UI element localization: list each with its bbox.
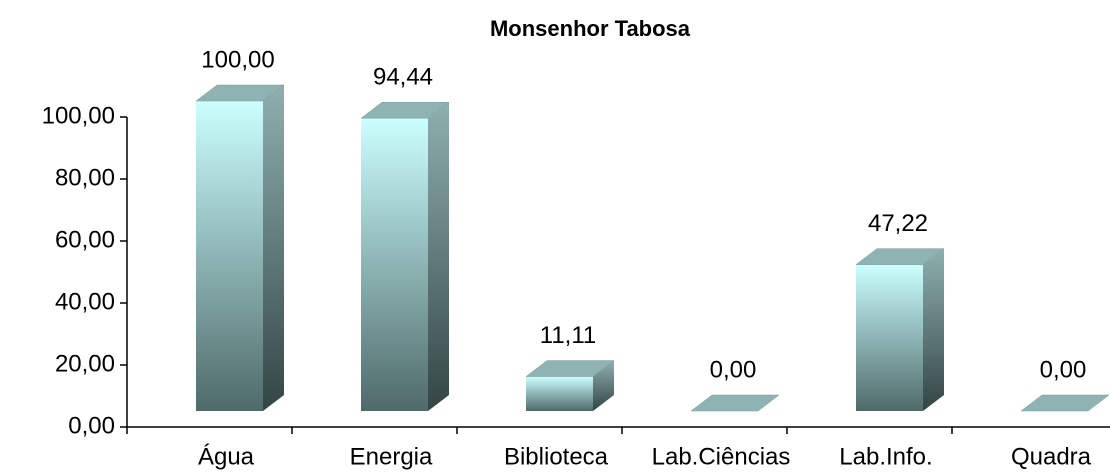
x-tick-label: Quadra bbox=[1011, 443, 1092, 470]
y-tick-label: 0,00 bbox=[68, 412, 115, 439]
bar bbox=[855, 248, 945, 411]
bar-top bbox=[690, 394, 780, 412]
y-tick-label: 60,00 bbox=[55, 226, 115, 253]
y-tick-label: 80,00 bbox=[55, 164, 115, 191]
bar bbox=[360, 101, 450, 412]
bar-top bbox=[360, 101, 450, 119]
y-tick-label: 20,00 bbox=[55, 350, 115, 377]
bar-front bbox=[361, 118, 428, 412]
y-tick-label: 40,00 bbox=[55, 288, 115, 315]
value-label: 100,00 bbox=[201, 46, 274, 73]
bar-side bbox=[263, 85, 284, 411]
x-tick-label: Água bbox=[198, 443, 255, 470]
value-label: 94,44 bbox=[373, 64, 433, 91]
bar-front bbox=[526, 376, 593, 411]
x-tick-label: Energia bbox=[350, 443, 433, 470]
chart-title: Monsenhor Tabosa bbox=[490, 16, 691, 41]
bar bbox=[195, 84, 285, 411]
bar-front bbox=[196, 101, 263, 411]
x-tick-label: Biblioteca bbox=[504, 443, 609, 470]
x-tick-label: Lab.Ciências bbox=[652, 443, 791, 470]
bar-front bbox=[856, 264, 923, 411]
value-label: 0,00 bbox=[1040, 356, 1087, 383]
value-label: 0,00 bbox=[710, 356, 757, 383]
bar-side bbox=[593, 360, 614, 411]
bar-side bbox=[428, 102, 449, 412]
bar bbox=[690, 394, 780, 412]
value-label: 11,11 bbox=[540, 322, 597, 349]
bar-top bbox=[195, 84, 285, 102]
bar bbox=[525, 360, 615, 411]
value-label: 47,22 bbox=[868, 210, 928, 237]
bar-side bbox=[923, 248, 944, 411]
bar-top bbox=[525, 360, 615, 377]
x-tick-label: Lab.Info. bbox=[839, 443, 932, 470]
bar-top bbox=[855, 248, 945, 265]
y-tick-label: 100,00 bbox=[42, 102, 115, 129]
bar bbox=[1020, 394, 1110, 412]
bar-top bbox=[1020, 394, 1110, 412]
